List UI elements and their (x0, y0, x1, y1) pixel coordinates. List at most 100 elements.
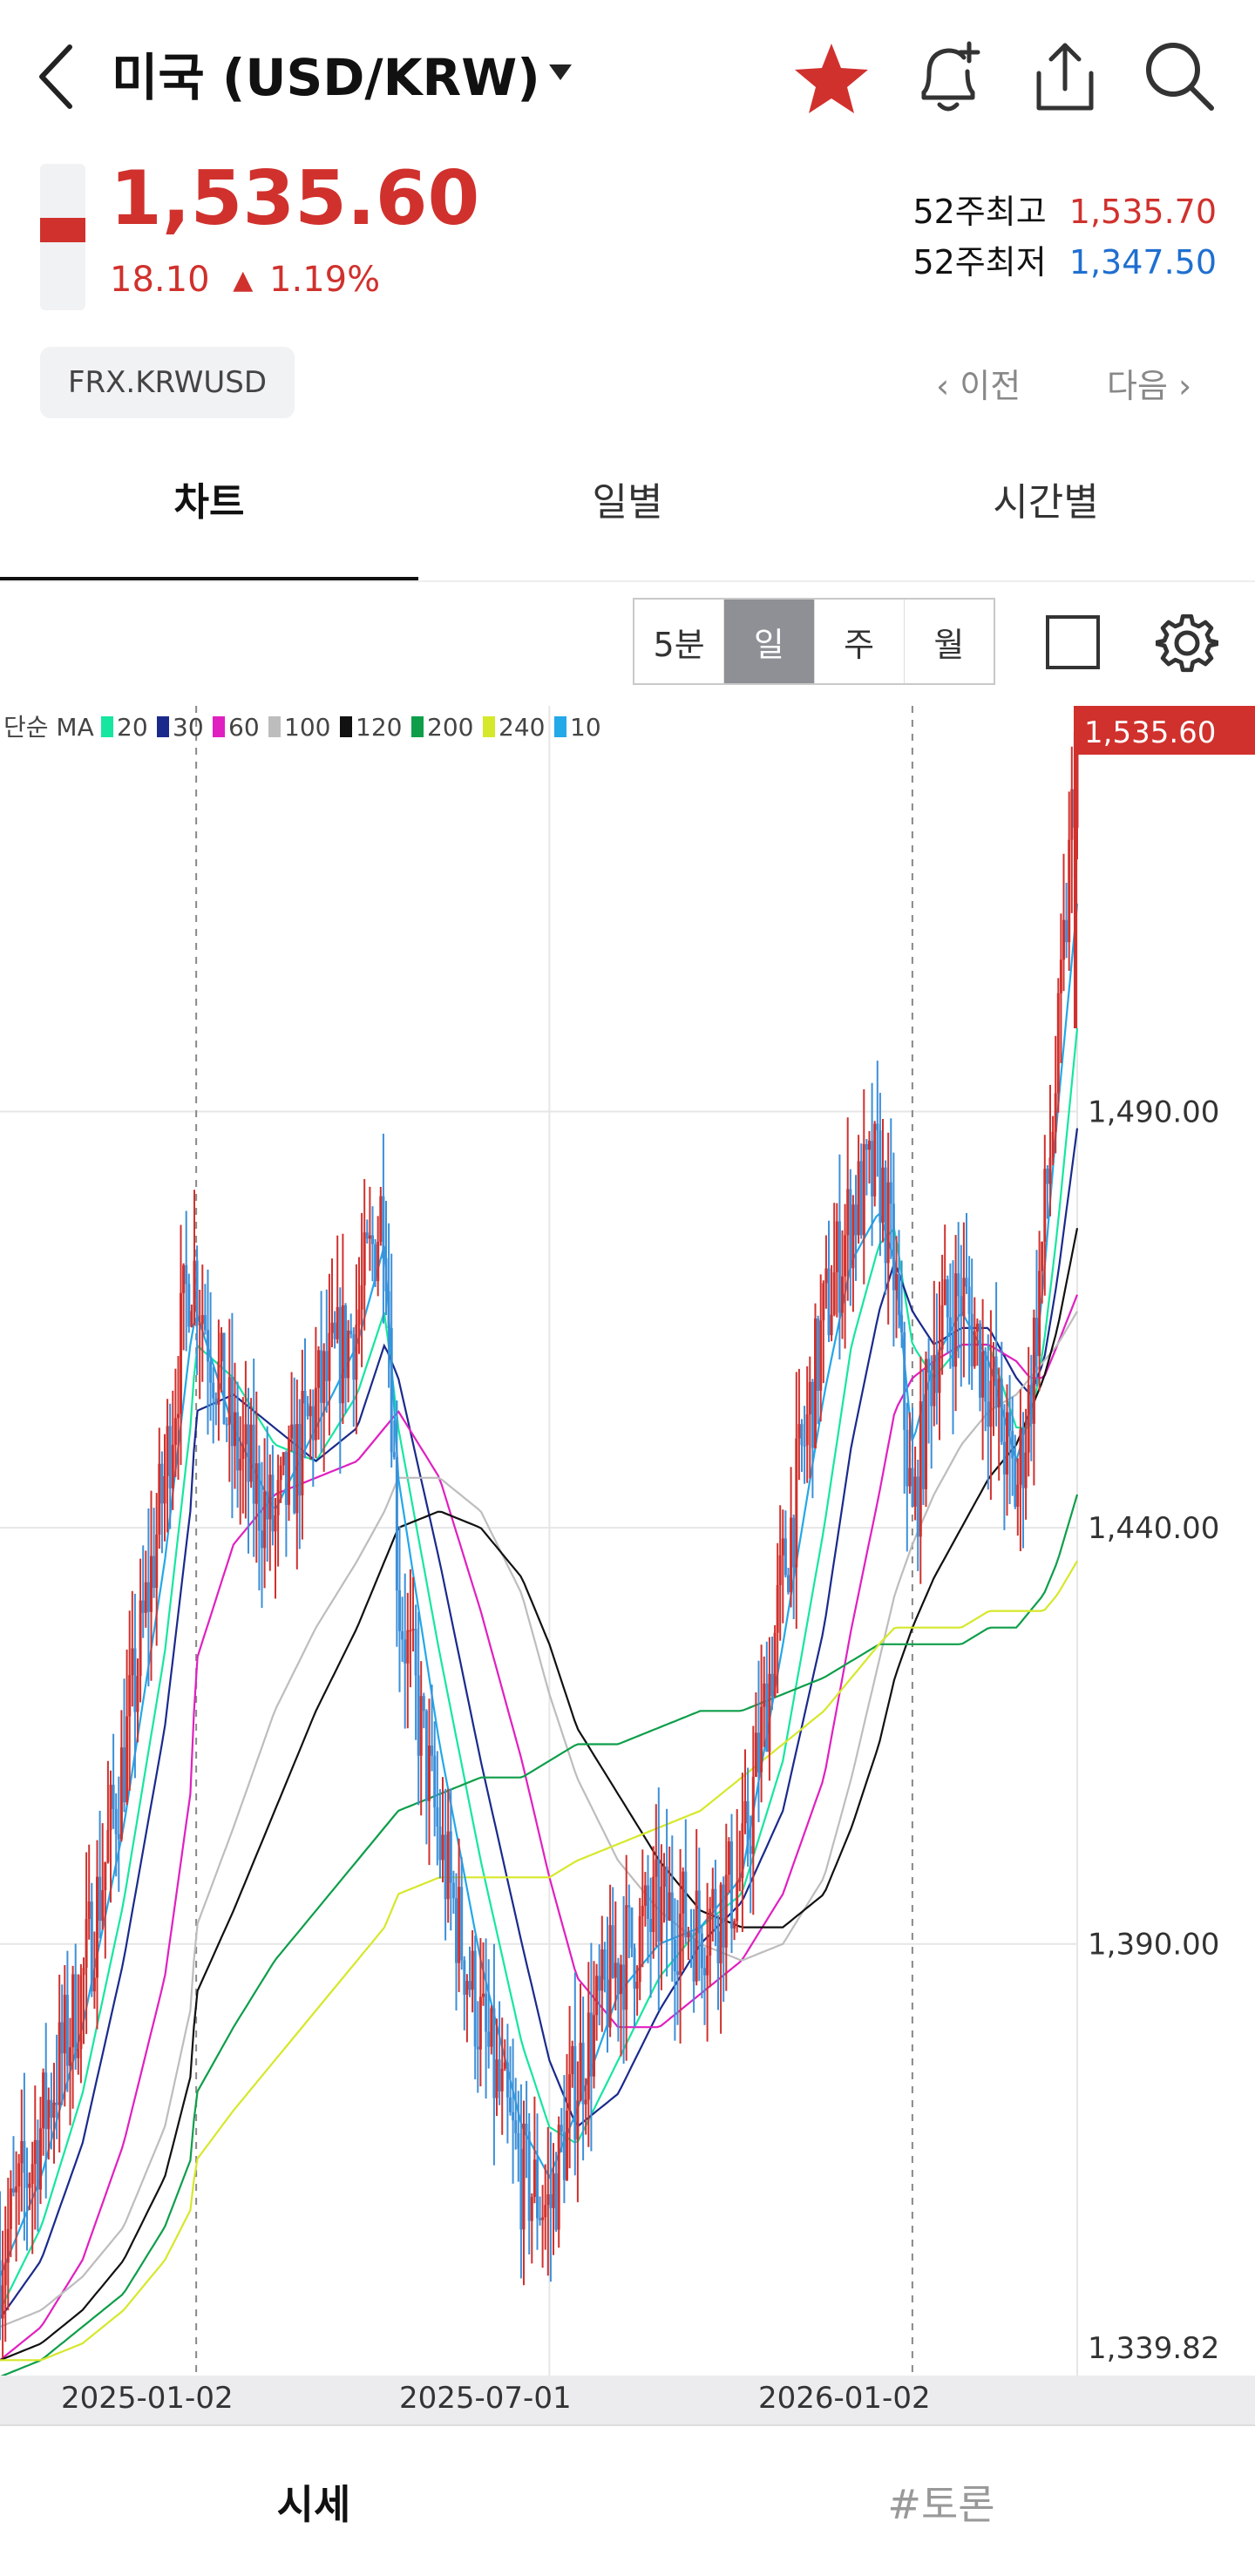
current-price-tag: 1,535.60 (1074, 706, 1255, 1029)
candle-body (884, 1167, 887, 1264)
candle-body (965, 1278, 968, 1287)
candle-body (676, 1971, 679, 1976)
ma-line-20 (0, 1027, 1079, 2311)
next-link[interactable]: 다음 › (1107, 359, 1191, 407)
candle-body (754, 1732, 757, 1777)
page-title[interactable]: 미국 (USD/KRW) (112, 37, 540, 110)
candle-body (254, 1463, 258, 1504)
candle-body (760, 1706, 763, 1773)
candle-body (39, 2128, 42, 2190)
candle-body (643, 1885, 647, 1906)
candle-body (940, 1305, 944, 1350)
candle-body (320, 1350, 323, 1403)
star-favorite-icon[interactable] (791, 40, 872, 117)
candle-body (163, 1476, 166, 1504)
candle-body (641, 1905, 644, 1916)
candle-body (505, 2062, 509, 2098)
candle-body (657, 1859, 661, 1942)
candle-body (903, 1332, 906, 1430)
search-icon[interactable] (1142, 38, 1217, 113)
candle-body (144, 1582, 147, 1613)
candle-body (31, 2164, 34, 2184)
price-chart[interactable]: 1,490.00 1,440.00 1,390.00 1,339.82 단순 MA 20… (0, 706, 1255, 2379)
candle-body (738, 1877, 742, 1882)
candle-body (522, 2124, 526, 2230)
candle-body (271, 1474, 275, 1532)
candle-body (63, 1995, 66, 2054)
ma-line-120 (0, 1228, 1079, 2362)
candle-body (263, 1491, 267, 1549)
candle-body (862, 1143, 865, 1236)
candle-body (482, 1993, 485, 1997)
candle-body (368, 1235, 371, 1239)
candle-body (109, 1785, 112, 1831)
tab-chart[interactable]: 차트 (173, 480, 245, 525)
current-price: 1,535.60 (110, 155, 480, 242)
candle-body (997, 1379, 1001, 1408)
candle-body (655, 1859, 658, 1877)
candle-body (198, 1324, 201, 1325)
candle-body (487, 2031, 491, 2047)
candle-body (117, 1834, 120, 1840)
bottom-nav-divider (0, 2424, 1255, 2426)
candle-body (398, 1590, 401, 1631)
candle-body (293, 1424, 296, 1514)
share-icon[interactable] (1028, 38, 1102, 115)
candle-body (871, 1141, 874, 1196)
candle-body (12, 2188, 15, 2193)
bottom-tab-quote[interactable]: 시세 (276, 2481, 351, 2528)
ma-line-60 (0, 1294, 1079, 2362)
candle-body (620, 1964, 622, 1995)
period-5min[interactable]: 5분 (634, 600, 725, 683)
candle-body (517, 2132, 520, 2149)
candle-body (244, 1424, 248, 1445)
candle-body (886, 1182, 890, 1264)
dropdown-caret-icon[interactable] (547, 63, 573, 82)
back-icon[interactable] (35, 42, 77, 112)
candle-body (247, 1424, 250, 1482)
candle-body (0, 2260, 2, 2319)
candle-body (930, 1373, 933, 1407)
candle-body (485, 1993, 488, 2032)
candle-body (379, 1196, 383, 1242)
candle-body (544, 2205, 547, 2218)
gear-icon[interactable] (1156, 612, 1218, 675)
period-day[interactable]: 일 (724, 600, 815, 683)
candle-body (989, 1380, 993, 1427)
candle-body (347, 1330, 350, 1379)
candle-body (471, 1950, 474, 1990)
candle-body (220, 1332, 223, 1362)
candle-body (835, 1221, 838, 1272)
candle-body (1019, 1429, 1022, 1485)
candle-body (811, 1381, 814, 1448)
bottom-tab-discussion[interactable]: #토론 (887, 2481, 995, 2528)
bell-add-icon[interactable] (912, 38, 985, 117)
candle-body (222, 1332, 226, 1425)
candle-body (765, 1683, 769, 1752)
prev-link[interactable]: ‹ 이전 (936, 359, 1021, 407)
candle-body (751, 1776, 755, 1854)
candle-body (298, 1424, 302, 1496)
candle-body (781, 1538, 784, 1556)
candle-body (355, 1325, 358, 1380)
candle-body (227, 1377, 231, 1425)
candle-body (773, 1632, 777, 1697)
current-price-tag-label: 1,535.60 (1084, 715, 1216, 750)
candle-body (28, 2183, 31, 2188)
fullscreen-toggle-button[interactable] (1046, 615, 1100, 669)
tab-daily[interactable]: 일별 (592, 480, 663, 525)
candle-body (74, 1974, 78, 2058)
candle-body (608, 1925, 612, 2028)
candle-body (460, 1887, 464, 1961)
candle-body (376, 1242, 380, 1282)
candle-body (741, 1823, 744, 1878)
candle-body (628, 1905, 631, 1908)
period-week[interactable]: 주 (815, 600, 905, 683)
candle-body (392, 1452, 396, 1458)
candle-body (409, 1630, 412, 1632)
period-month[interactable]: 월 (933, 625, 965, 664)
tab-hourly[interactable]: 시간별 (993, 480, 1099, 525)
candle-body (892, 1203, 895, 1291)
candle-body (150, 1556, 153, 1612)
candle-body (500, 2069, 504, 2091)
